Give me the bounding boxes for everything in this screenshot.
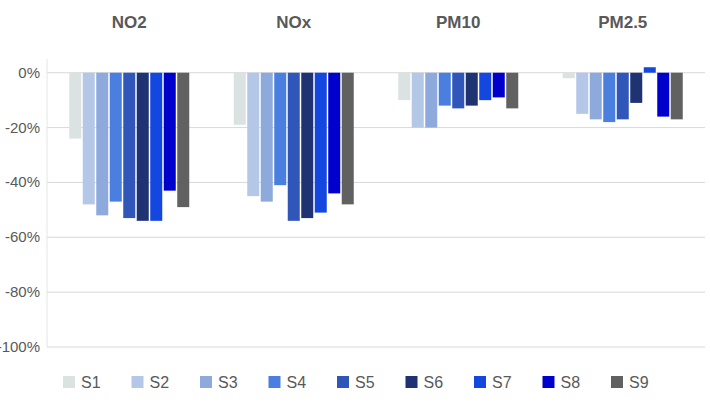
tick-label: -20%	[5, 119, 40, 136]
grid	[47, 73, 705, 347]
legend-label: S9	[629, 374, 649, 391]
tick-label: -60%	[5, 228, 40, 245]
category-label: PM10	[436, 13, 480, 32]
legend-swatch	[406, 376, 418, 388]
legend-swatch	[132, 376, 144, 388]
bar	[247, 73, 259, 196]
bar	[590, 73, 602, 120]
tick-label: -80%	[5, 283, 40, 300]
bar	[123, 73, 135, 218]
bar	[69, 73, 81, 139]
legend-swatch	[269, 376, 281, 388]
legend-swatch	[63, 376, 75, 388]
bar	[301, 73, 313, 218]
bar	[603, 73, 615, 122]
legend-label: S4	[287, 374, 307, 391]
bar	[110, 73, 122, 202]
category-label: NO2	[112, 13, 147, 32]
bar	[150, 73, 162, 221]
bars	[69, 67, 683, 221]
legend-swatch	[611, 376, 623, 388]
bar	[466, 73, 478, 106]
bar	[328, 73, 340, 194]
legend-label: S8	[561, 374, 581, 391]
bar	[563, 73, 575, 78]
legend: S1 S2 S3 S4 S5 S6 S7 S8 S9	[63, 374, 649, 391]
bar	[644, 67, 656, 72]
bar	[425, 73, 437, 128]
bar	[274, 73, 286, 185]
bar	[234, 73, 246, 125]
legend-label: S2	[150, 374, 170, 391]
grid-line	[47, 292, 705, 293]
legend-label: S6	[424, 374, 444, 391]
legend-label: S1	[81, 374, 101, 391]
bar	[671, 73, 683, 120]
bar	[315, 73, 327, 213]
chart: 0% -20% -40% -60% -80% -100% NO2 NOx PM10 PM2.5 S1…	[0, 0, 710, 419]
legend-label: S7	[492, 374, 512, 391]
legend-label: S5	[355, 374, 375, 391]
bar	[479, 73, 491, 100]
bar	[164, 73, 176, 191]
category-label: NOx	[276, 13, 312, 32]
axis-line	[47, 59, 48, 347]
bar	[412, 73, 424, 128]
bar	[439, 73, 451, 106]
legend-swatch	[543, 376, 555, 388]
bar	[630, 73, 642, 103]
bar	[96, 73, 108, 216]
bar	[506, 73, 518, 109]
bar	[288, 73, 300, 221]
grid-line	[47, 237, 705, 238]
tick-label: 0%	[18, 64, 40, 81]
tick-label: -40%	[5, 173, 40, 190]
bar	[398, 73, 410, 100]
bar	[342, 73, 354, 205]
category-label: PM2.5	[598, 13, 647, 32]
bar	[617, 73, 629, 120]
bar	[657, 73, 669, 117]
bar	[261, 73, 273, 202]
bar	[493, 73, 505, 98]
legend-swatch	[337, 376, 349, 388]
grid-line	[47, 347, 705, 348]
bar	[177, 73, 189, 207]
legend-swatch	[200, 376, 212, 388]
tick-label: -100%	[0, 338, 40, 355]
bar	[83, 73, 95, 205]
legend-label: S3	[218, 374, 238, 391]
bar	[452, 73, 464, 109]
bar	[576, 73, 588, 114]
bar	[137, 73, 149, 221]
legend-swatch	[474, 376, 486, 388]
